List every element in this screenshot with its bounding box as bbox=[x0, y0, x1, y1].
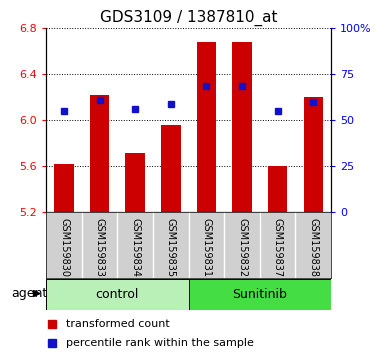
Text: GSM159831: GSM159831 bbox=[201, 218, 211, 276]
Text: GSM159830: GSM159830 bbox=[59, 218, 69, 276]
Bar bbox=[54, 164, 74, 212]
Text: Sunitinib: Sunitinib bbox=[233, 288, 287, 301]
Bar bbox=[46, 279, 189, 310]
Text: GSM159838: GSM159838 bbox=[308, 218, 318, 276]
Bar bbox=[303, 97, 323, 212]
Bar bbox=[232, 42, 252, 212]
Text: agent: agent bbox=[12, 287, 48, 300]
Text: transformed count: transformed count bbox=[66, 319, 170, 329]
Bar bbox=[161, 125, 181, 212]
Text: GSM159833: GSM159833 bbox=[95, 218, 105, 276]
Text: GSM159835: GSM159835 bbox=[166, 218, 176, 277]
Bar bbox=[90, 95, 109, 212]
Text: GSM159834: GSM159834 bbox=[130, 218, 140, 276]
Text: control: control bbox=[96, 288, 139, 301]
Bar bbox=[268, 166, 288, 212]
Title: GDS3109 / 1387810_at: GDS3109 / 1387810_at bbox=[100, 9, 278, 25]
Bar bbox=[189, 279, 331, 310]
Text: GSM159832: GSM159832 bbox=[237, 218, 247, 277]
Bar bbox=[126, 153, 145, 212]
Text: percentile rank within the sample: percentile rank within the sample bbox=[66, 338, 254, 348]
Bar bbox=[197, 42, 216, 212]
Text: GSM159837: GSM159837 bbox=[273, 218, 283, 277]
